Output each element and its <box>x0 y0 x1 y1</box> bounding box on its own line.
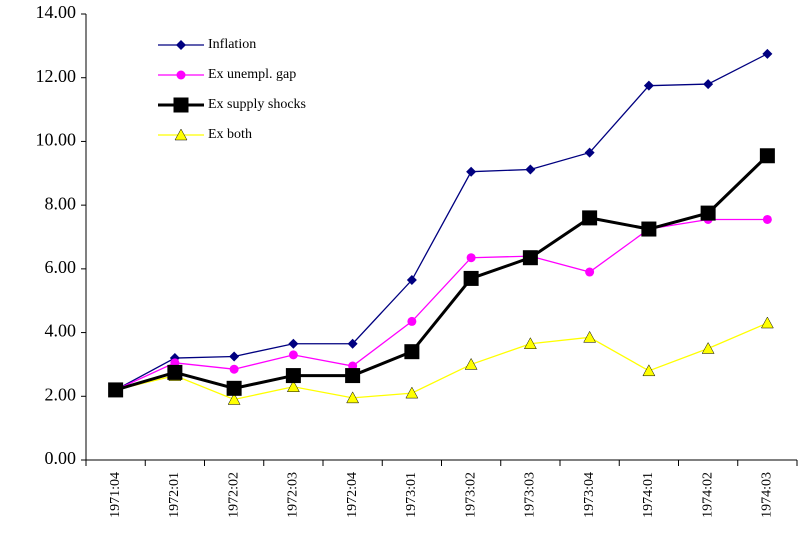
series-line <box>115 322 768 401</box>
y-tick-label: 2.00 <box>45 384 77 404</box>
point-marker <box>582 210 598 226</box>
legend-label: Ex unempl. gap <box>208 67 296 82</box>
point-marker <box>762 48 773 59</box>
point-marker <box>585 267 595 277</box>
y-tick-label: 6.00 <box>45 257 77 277</box>
x-tick-label: 1972:02 <box>226 472 241 518</box>
point-marker <box>701 341 715 354</box>
point-marker <box>346 391 360 404</box>
series-line <box>115 218 768 391</box>
x-tick-label: 1974:02 <box>700 472 715 518</box>
x-tick-label: 1971:04 <box>108 472 123 518</box>
y-tick-label: 0.00 <box>45 448 77 468</box>
point-marker <box>703 79 714 90</box>
point-marker <box>760 316 774 329</box>
point-marker <box>466 166 477 177</box>
series-line <box>115 154 769 392</box>
point-marker <box>405 386 419 399</box>
x-tick-label: 1974:03 <box>760 472 775 518</box>
y-tick-label: 10.00 <box>36 130 77 150</box>
legend-label: Ex supply shocks <box>208 97 306 112</box>
point-marker <box>463 270 479 286</box>
point-marker <box>584 147 595 158</box>
point-marker <box>108 382 124 398</box>
legend-marker <box>176 70 186 80</box>
point-marker <box>641 221 657 237</box>
x-tick-label: 1973:03 <box>523 472 538 518</box>
y-tick-label: 14.00 <box>36 2 77 22</box>
point-marker <box>643 80 654 91</box>
x-tick-label: 1973:01 <box>404 472 419 518</box>
point-marker <box>345 368 361 384</box>
point-marker <box>226 380 242 396</box>
x-tick-label: 1972:04 <box>345 472 360 518</box>
point-marker <box>227 392 241 405</box>
x-tick-label: 1973:02 <box>463 472 478 518</box>
point-marker <box>522 250 538 266</box>
point-marker <box>406 275 417 286</box>
legend-label: Ex both <box>208 127 252 142</box>
point-marker <box>288 338 299 349</box>
point-marker <box>525 164 536 175</box>
point-marker <box>288 350 298 360</box>
legend-marker <box>173 97 189 113</box>
point-marker <box>229 364 239 374</box>
point-marker <box>407 316 417 326</box>
y-tick-label: 4.00 <box>45 321 77 341</box>
point-marker <box>229 351 240 362</box>
point-marker <box>286 380 300 392</box>
point-marker <box>347 338 358 349</box>
point-marker <box>642 364 656 377</box>
legend-label: Inflation <box>208 37 256 52</box>
x-tick-label: 1974:01 <box>641 472 656 518</box>
y-tick-label: 8.00 <box>45 193 77 213</box>
point-marker <box>404 344 420 360</box>
point-marker <box>466 253 476 263</box>
x-tick-label: 1972:01 <box>167 472 182 518</box>
point-marker <box>523 337 537 349</box>
series-line <box>115 53 768 391</box>
point-marker <box>285 368 301 384</box>
legend-marker <box>174 128 188 141</box>
legend-marker <box>176 40 186 50</box>
point-marker <box>464 357 478 370</box>
point-marker <box>583 330 597 343</box>
x-tick-label: 1973:04 <box>582 472 597 518</box>
point-marker <box>762 214 772 224</box>
point-marker <box>167 364 183 380</box>
point-marker <box>700 205 716 221</box>
point-marker <box>759 148 775 164</box>
y-tick-label: 12.00 <box>36 66 77 86</box>
x-tick-label: 1972:03 <box>286 472 301 518</box>
